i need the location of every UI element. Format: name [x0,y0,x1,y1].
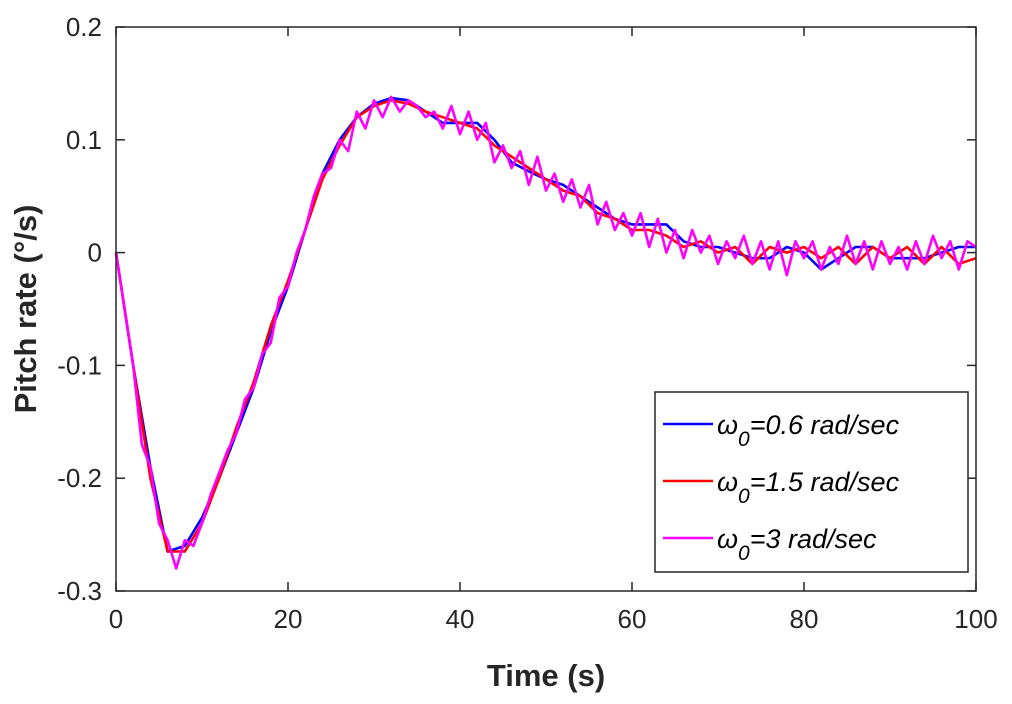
x-tick-label: 40 [446,604,475,634]
x-tick-label: 60 [618,604,647,634]
legend-suffix: =0.6 rad/sec [750,410,900,440]
y-axis-label: Pitch rate (°/s) [8,205,43,414]
series-layer [114,95,977,570]
legend-symbol: ω [717,524,738,554]
y-tick-label: 0.1 [66,125,102,155]
legend-label-0: ω0=0.6 rad/sec [717,410,900,451]
legend-suffix: =1.5 rad/sec [750,467,900,497]
y-tick-label: 0.2 [66,12,102,42]
x-tick-label: 20 [274,604,303,634]
plot-area-frame [115,26,977,592]
x-tick-label: 0 [109,604,123,634]
y-tick-label: -0.3 [57,576,102,606]
tick-layer: 0 20 40 60 80 100 0.2 0.1 0 -0.1 -0.2 -0.3 [57,12,998,634]
series-line-2 [114,95,977,570]
y-tick-label: -0.1 [57,350,102,380]
legend-label-2: ω0=3 rad/sec [717,524,877,565]
x-tick-label: 100 [954,604,997,634]
y-tick-label: 0 [88,238,102,268]
legend-label-1: ω0=1.5 rad/sec [717,467,900,508]
legend-subscript: 0 [738,542,750,565]
legend-subscript: 0 [738,428,750,451]
x-tick-label: 80 [790,604,819,634]
x-axis-label: Time (s) [487,658,605,693]
legend-symbol: ω [717,467,738,497]
y-tick-label: -0.2 [57,463,102,493]
legend-subscript: 0 [738,485,750,508]
legend-suffix: =3 rad/sec [750,524,877,554]
legend-symbol: ω [717,410,738,440]
